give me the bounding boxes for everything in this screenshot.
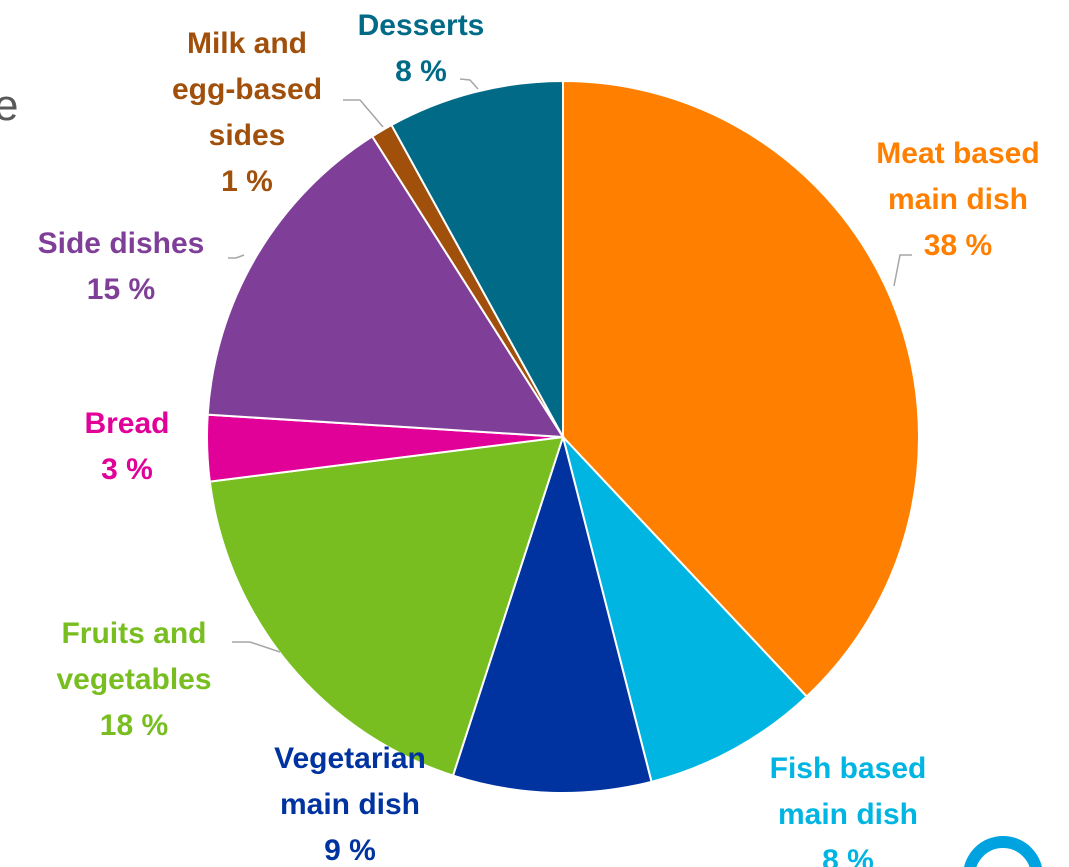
slice-label: Desserts 8 %: [358, 9, 485, 88]
slice-label: Vegetarian main dish 9 %: [274, 742, 426, 867]
pie-slice: [562, 79, 920, 698]
pie-slice: [206, 135, 565, 439]
slice-label: Side dishes 15 %: [38, 227, 205, 306]
leader-line: [893, 254, 912, 287]
slice-label: Meat based main dish 38 %: [876, 137, 1039, 262]
pie-slices: [206, 79, 920, 794]
leader-lines: [228, 78, 912, 653]
slice-label: Fruits and vegetables 18 %: [56, 617, 211, 742]
pie-slice: [390, 79, 564, 438]
leader-line: [232, 641, 281, 653]
pie-slice: [208, 435, 565, 777]
leader-line: [343, 99, 384, 128]
slice-labels: Meat based main dish 38 % Fish based main di…: [38, 9, 1040, 867]
pie-slice: [562, 436, 809, 784]
corner-logo-icon: [964, 836, 1042, 867]
slice-label: Fish based main dish 8 %: [770, 752, 927, 867]
slice-label: Bread 3 %: [84, 407, 169, 486]
slice-label: Milk and egg-based sides 1 %: [172, 27, 322, 198]
leader-line: [459, 78, 479, 90]
cropped-edge-text: e: [0, 81, 18, 130]
pie-slice: [451, 433, 653, 794]
leader-line: [228, 254, 245, 259]
